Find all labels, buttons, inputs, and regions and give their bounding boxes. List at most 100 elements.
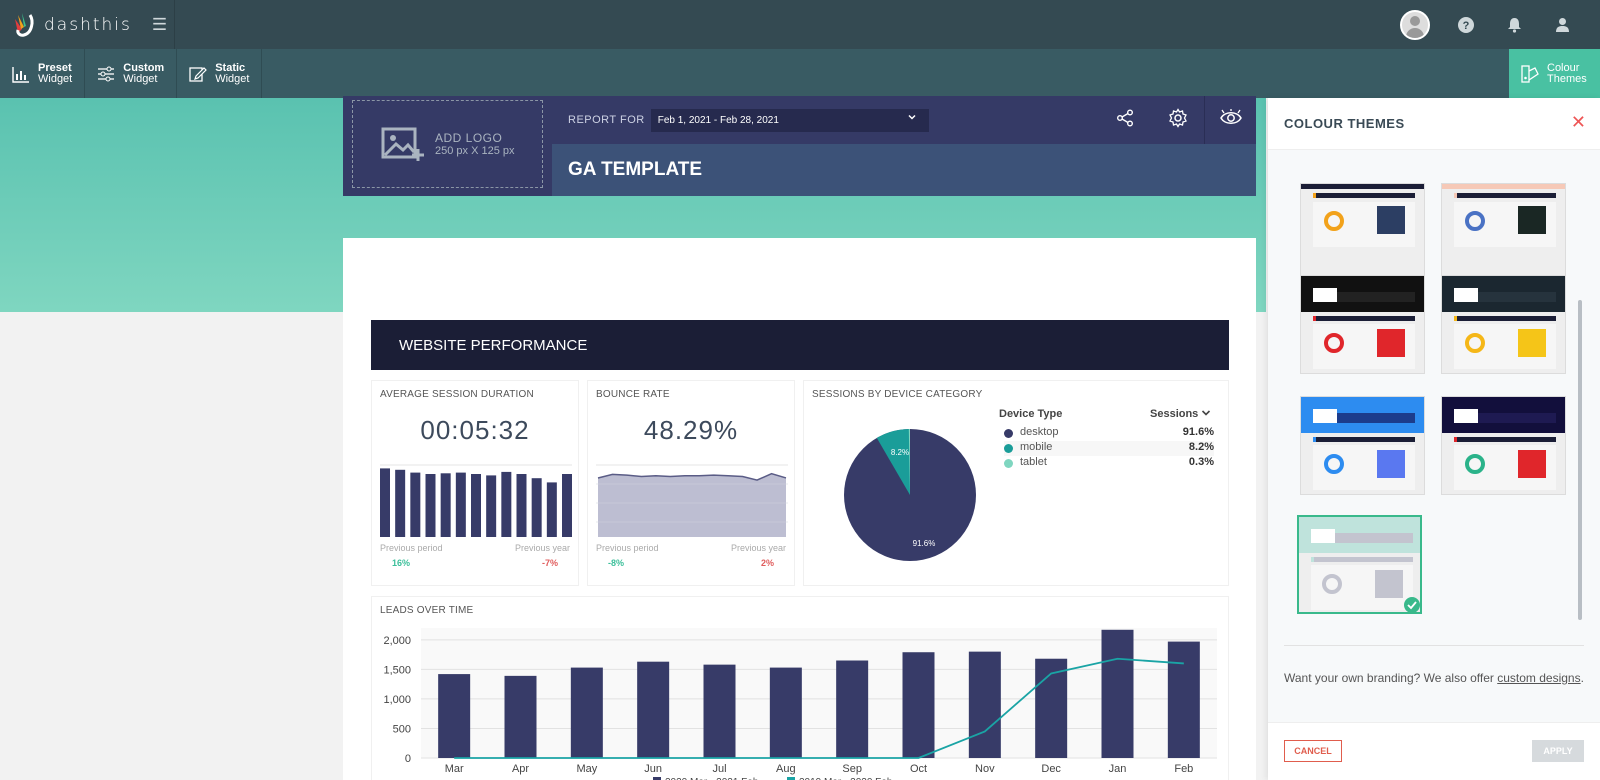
y-tick-label: 1,500 [383,664,411,676]
y-tick-label: 2,000 [383,635,411,647]
pie-label-mobile: 8.2% [891,448,909,457]
x-tick-label: Feb [1174,763,1193,775]
leads-bar[interactable] [1101,629,1134,758]
prev-year-change: 2% [760,558,774,568]
avg-session-duration-widget[interactable]: AVERAGE SESSION DURATION 00:05:32 Previo… [371,380,579,586]
legend-dot [1004,444,1013,453]
widget-title: SESSIONS BY DEVICE CATEGORY [812,389,983,400]
avg-session-bar [440,473,451,537]
colour-theme-option[interactable] [1441,275,1566,374]
share-icon[interactable] [1113,106,1137,130]
avg-session-bar [380,468,390,537]
sessions-column-header[interactable]: Sessions [1150,408,1211,420]
dashthis-logo[interactable]: dashthis ☰ [0,0,175,49]
y-tick-label: 1,000 [383,694,411,706]
leads-bar[interactable] [1035,658,1068,758]
device-type-column-header: Device Type [999,408,1063,420]
help-icon[interactable]: ? [1456,15,1476,35]
report-title[interactable]: GA TEMPLATE [552,144,1256,196]
prev-period-label: Previous period [596,543,659,553]
custom-designs-link[interactable]: custom designs [1497,671,1581,685]
apply-button[interactable]: APPLY [1532,740,1584,762]
colour-theme-option[interactable] [1300,396,1425,495]
colour-theme-option[interactable] [1441,183,1566,282]
device-legend-row-mobile[interactable]: mobile 8.2% [1004,441,1214,456]
static-widget-button[interactable]: Static Widget [177,49,263,98]
colour-theme-option[interactable] [1441,396,1566,495]
logo-icon [15,12,34,37]
section-title-bar[interactable]: WEBSITE PERFORMANCE [371,320,1229,370]
add-logo-dropzone[interactable]: ADD LOGO 250 px X 125 px [352,100,543,188]
leads-bar[interactable] [570,667,603,758]
x-tick-label: Oct [910,763,927,775]
bell-icon[interactable] [1504,15,1524,35]
legend-session-share: 91.6% [1182,426,1214,438]
x-tick-label: Sep [842,763,862,775]
date-range-value: Feb 1, 2021 - Feb 28, 2021 [657,114,779,126]
divider [1284,645,1584,646]
widget-title: BOUNCE RATE [596,389,670,400]
legend-device-name: tablet [1020,456,1047,468]
apply-label: APPLY [1543,746,1573,756]
x-tick-label: May [576,763,597,775]
settings-gear-icon[interactable] [1166,106,1190,130]
leads-bar[interactable] [769,667,802,758]
user-icon[interactable] [1552,15,1572,35]
leads-bar[interactable] [637,661,670,758]
preset-widget-sublabel: Widget [38,72,73,85]
leads-bar[interactable] [902,652,935,758]
widget-title: AVERAGE SESSION DURATION [380,389,534,400]
colour-theme-option[interactable] [1300,275,1425,374]
app-name: dashthis [44,14,132,35]
preview-eye-icon[interactable] [1219,106,1243,130]
static-widget-sublabel: Widget [215,72,250,85]
colour-theme-option[interactable] [1297,515,1422,614]
widget-title: LEADS OVER TIME [380,605,474,616]
device-legend-row-tablet[interactable]: tablet 0.3% [1004,456,1214,471]
report-for-label: REPORT FOR [568,114,645,126]
add-logo-size: 250 px X 125 px [435,145,515,157]
cancel-button[interactable]: CANCEL [1284,740,1342,762]
leads-bar[interactable] [1167,641,1200,758]
menu-icon[interactable]: ☰ [151,14,168,34]
custom-widget-sublabel: Widget [123,72,158,85]
side-scrollbar[interactable] [1578,300,1582,620]
leads-bar[interactable] [438,674,471,758]
sort-chevron-icon [1202,410,1211,416]
leads-bar[interactable] [703,664,736,758]
avg-session-bar [501,471,512,537]
custom-widget-button[interactable]: Custom Widget [85,49,178,98]
x-tick-label: Dec [1041,763,1061,775]
sessions-by-device-widget[interactable]: SESSIONS BY DEVICE CATEGORY 8.2% 91.6% [803,380,1229,586]
leads-bar[interactable] [968,651,1001,758]
close-icon[interactable]: ✕ [1570,112,1586,132]
static-widget-label: Static [215,61,246,74]
device-legend-row-desktop[interactable]: desktop 91.6% [1004,426,1214,441]
bounce-rate-area-chart [596,464,788,537]
sessions-header-label: Sessions [1150,408,1199,420]
y-tick-label: 0 [405,753,411,765]
leads-bar[interactable] [836,660,869,759]
leads-bar[interactable] [504,675,537,758]
pie-label-desktop: 91.6% [913,539,936,548]
custom-branding-note: Want your own branding? We also offer cu… [1284,668,1584,688]
date-range-select[interactable]: Feb 1, 2021 - Feb 28, 2021 [650,108,929,132]
bounce-rate-widget[interactable]: BOUNCE RATE 48.29% Previous period Previ… [587,380,795,586]
x-tick-label: Jun [644,763,662,775]
branding-text: Want your own branding? We also offer [1284,671,1498,685]
header-divider [1204,96,1205,144]
palette-icon [1521,64,1539,83]
prev-year-label: Previous year [730,543,786,553]
metric-value: 00:05:32 [420,415,530,445]
colour-theme-option[interactable] [1300,183,1425,282]
report-period-bar: REPORT FOR Feb 1, 2021 - Feb 28, 2021 [552,96,1256,144]
prev-year-change: -7% [541,558,558,568]
colour-themes-button[interactable]: Colour Themes [1509,49,1600,98]
avatar[interactable] [1400,9,1430,40]
pie-slice-tablet [908,428,910,495]
avg-session-bar [516,474,527,537]
legend-session-share: 0.3% [1188,456,1214,468]
x-tick-label: Mar [445,763,464,775]
preset-widget-button[interactable]: Preset Widget [0,49,86,98]
prev-period-change: 16% [392,558,411,568]
